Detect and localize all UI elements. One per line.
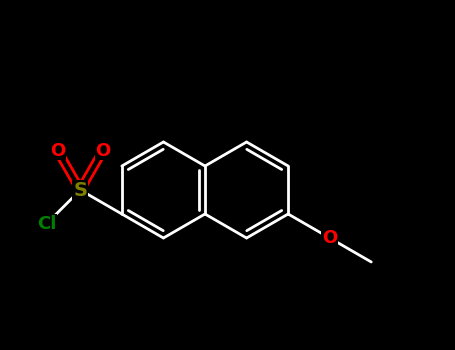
Text: O: O [322, 229, 337, 247]
Text: Cl: Cl [37, 215, 56, 233]
Text: S: S [73, 181, 87, 199]
Text: O: O [50, 141, 65, 160]
Text: O: O [96, 141, 111, 160]
